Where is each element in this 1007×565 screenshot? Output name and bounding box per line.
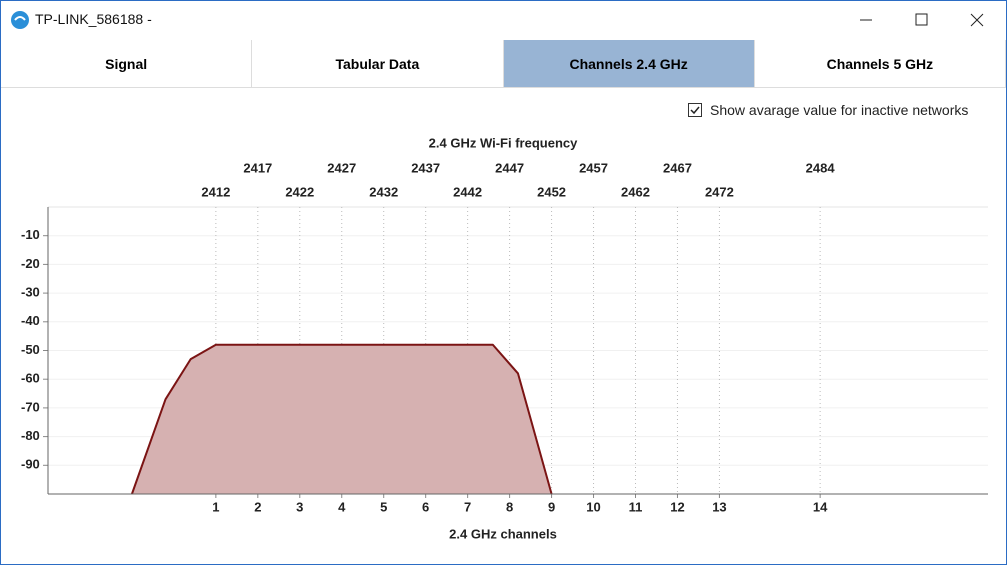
window-controls: [860, 13, 984, 27]
x-tick-label: 2484: [806, 160, 836, 175]
y-tick-label: -50: [21, 342, 40, 357]
x-tick-label: 2412: [201, 184, 230, 199]
channel-tick-label: 4: [338, 499, 346, 514]
x-tick-label: 2432: [369, 184, 398, 199]
x-tick-label: 2452: [537, 184, 566, 199]
x-tick-label: 2442: [453, 184, 482, 199]
channel-tick-label: 13: [712, 499, 726, 514]
y-tick-label: -30: [21, 285, 40, 300]
channel-tick-label: 9: [548, 499, 555, 514]
channel-tick-label: 3: [296, 499, 303, 514]
tab-bar: Signal Tabular Data Channels 2.4 GHz Channe…: [1, 40, 1006, 88]
y-tick-label: -90: [21, 457, 40, 472]
chart-title: 2.4 GHz Wi-Fi frequency: [429, 135, 578, 150]
x-tick-label: 2437: [411, 160, 440, 175]
maximize-button[interactable]: [915, 13, 928, 26]
checkbox[interactable]: Show avarage value for inactive networks: [688, 102, 968, 118]
channel-tick-label: 10: [586, 499, 600, 514]
window-title: TP-LINK_586188 -: [35, 11, 152, 27]
check-mark: [690, 106, 700, 115]
y-tick-label: -70: [21, 399, 40, 414]
x-tick-label: 2467: [663, 160, 692, 175]
area-line: [130, 343, 553, 495]
x-tick-label: 2447: [495, 160, 524, 175]
x-axis-label: 2.4 GHz channels: [449, 526, 557, 541]
tab[interactable]: Signal: [1, 40, 253, 87]
channel-tick-label: 6: [422, 499, 429, 514]
channel-tick-label: 14: [813, 499, 828, 514]
checkbox-box[interactable]: [688, 103, 702, 117]
y-tick-label: -60: [21, 371, 40, 386]
y-tick-label: -10: [21, 227, 40, 242]
x-tick-label: 2427: [327, 160, 356, 175]
channel-tick-label: 8: [506, 499, 513, 514]
x-tick-label: 2422: [285, 184, 314, 199]
channel-tick-label: 7: [464, 499, 471, 514]
channel-tick-label: 5: [380, 499, 387, 514]
y-tick-label: -80: [21, 428, 40, 443]
checkbox-label: Show avarage value for inactive networks: [710, 102, 969, 118]
channel-tick-label: 12: [670, 499, 684, 514]
tab[interactable]: Tabular Data: [252, 40, 504, 87]
y-tick-label: -40: [21, 313, 40, 328]
close-button[interactable]: [970, 13, 984, 27]
x-tick-label: 2472: [705, 184, 734, 199]
tab[interactable]: Channels 2.4 GHz: [503, 40, 755, 87]
area-fill: [131, 344, 552, 494]
channel-tick-label: 1: [212, 499, 219, 514]
x-tick-label: 2462: [621, 184, 650, 199]
x-tick-label: 2457: [579, 160, 608, 175]
y-tick-label: -20: [21, 256, 40, 271]
tab[interactable]: Channels 5 GHz: [755, 40, 1006, 87]
title-bar: TP-LINK_586188 -: [1, 1, 1006, 39]
app-icon: [11, 11, 29, 29]
channel-tick-label: 11: [629, 499, 643, 514]
channel-tick-label: 2: [254, 499, 261, 514]
x-tick-label: 2417: [243, 160, 272, 175]
